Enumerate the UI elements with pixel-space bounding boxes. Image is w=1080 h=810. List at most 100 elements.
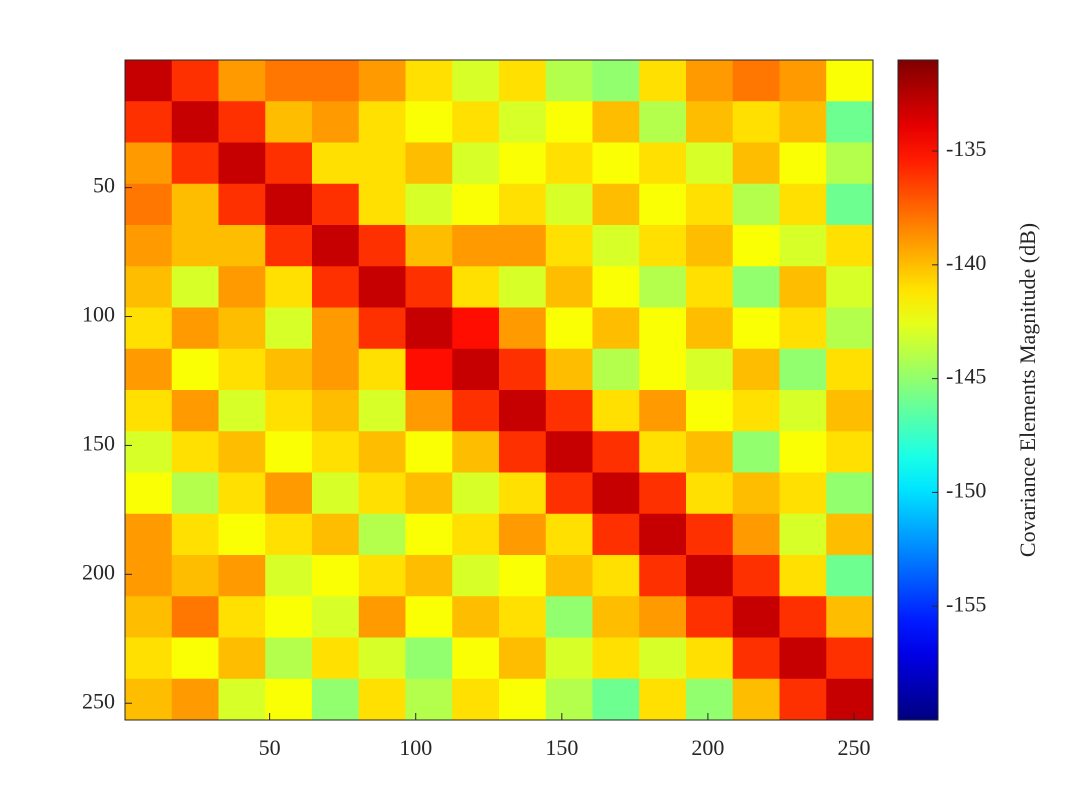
cell	[639, 390, 687, 432]
cell	[405, 101, 453, 143]
cell	[452, 142, 500, 185]
heatmap	[125, 60, 874, 721]
cell	[358, 348, 406, 391]
cell	[826, 431, 874, 473]
cell	[358, 142, 406, 185]
cell	[826, 266, 874, 308]
cell	[826, 307, 874, 350]
cell	[171, 142, 219, 185]
cell	[732, 678, 780, 721]
cell	[171, 390, 219, 432]
cell	[499, 266, 547, 308]
cell	[779, 390, 827, 432]
cell	[499, 555, 547, 597]
cell	[639, 637, 687, 680]
cell	[545, 307, 593, 350]
cell	[171, 555, 219, 597]
cell	[732, 307, 780, 350]
cell	[265, 183, 313, 226]
cell	[686, 390, 734, 432]
cell	[125, 101, 173, 143]
cell	[545, 390, 593, 432]
cell	[125, 555, 173, 597]
cell	[592, 678, 640, 721]
cell	[826, 513, 874, 556]
cell	[125, 225, 173, 267]
cell	[452, 390, 500, 432]
cell	[358, 307, 406, 350]
cell	[358, 555, 406, 597]
cell	[218, 183, 266, 226]
cell	[639, 60, 687, 102]
cell	[826, 472, 874, 515]
cell	[405, 431, 453, 473]
cell	[125, 637, 173, 680]
cell	[452, 431, 500, 473]
cell	[592, 183, 640, 226]
colorbar-label: Covariance Elements Magnitude (dB)	[1015, 223, 1040, 557]
y-tick-label: 150	[82, 430, 115, 455]
cell	[218, 431, 266, 473]
cell	[265, 307, 313, 350]
cell	[125, 348, 173, 391]
cell	[452, 266, 500, 308]
cell	[826, 348, 874, 391]
y-tick-label: 100	[82, 302, 115, 327]
cell	[545, 183, 593, 226]
cell	[312, 513, 360, 556]
cell	[405, 472, 453, 515]
cell	[265, 555, 313, 597]
cell	[452, 348, 500, 391]
cell	[312, 555, 360, 597]
cell	[452, 472, 500, 515]
cell	[639, 142, 687, 185]
cell	[639, 225, 687, 267]
cell	[125, 307, 173, 350]
cell	[125, 390, 173, 432]
cell	[686, 472, 734, 515]
cell	[125, 678, 173, 721]
cell	[732, 348, 780, 391]
colorbar-tick-label: -145	[946, 364, 986, 389]
cell	[358, 266, 406, 308]
cell	[639, 596, 687, 638]
cell	[545, 637, 593, 680]
cell	[686, 637, 734, 680]
cell	[545, 266, 593, 308]
cell	[218, 266, 266, 308]
cell	[312, 266, 360, 308]
cell	[779, 142, 827, 185]
cell	[405, 225, 453, 267]
x-tick-label: 250	[838, 735, 871, 760]
cell	[125, 513, 173, 556]
cell	[545, 555, 593, 597]
cell	[732, 60, 780, 102]
cell	[405, 555, 453, 597]
cell	[358, 225, 406, 267]
cell	[312, 142, 360, 185]
cell	[499, 348, 547, 391]
cell	[358, 431, 406, 473]
cell	[265, 637, 313, 680]
cell	[545, 596, 593, 638]
cell	[826, 637, 874, 680]
cell	[826, 101, 874, 143]
cell	[732, 431, 780, 473]
cell	[545, 513, 593, 556]
cell	[218, 101, 266, 143]
cell	[499, 513, 547, 556]
cell	[686, 513, 734, 556]
cell	[125, 596, 173, 638]
cell	[592, 596, 640, 638]
cell	[171, 637, 219, 680]
cell	[452, 637, 500, 680]
cell	[592, 266, 640, 308]
cell	[779, 637, 827, 680]
cell	[358, 596, 406, 638]
cell	[452, 60, 500, 102]
cell	[452, 307, 500, 350]
cell	[732, 513, 780, 556]
cell	[265, 596, 313, 638]
cell	[125, 142, 173, 185]
